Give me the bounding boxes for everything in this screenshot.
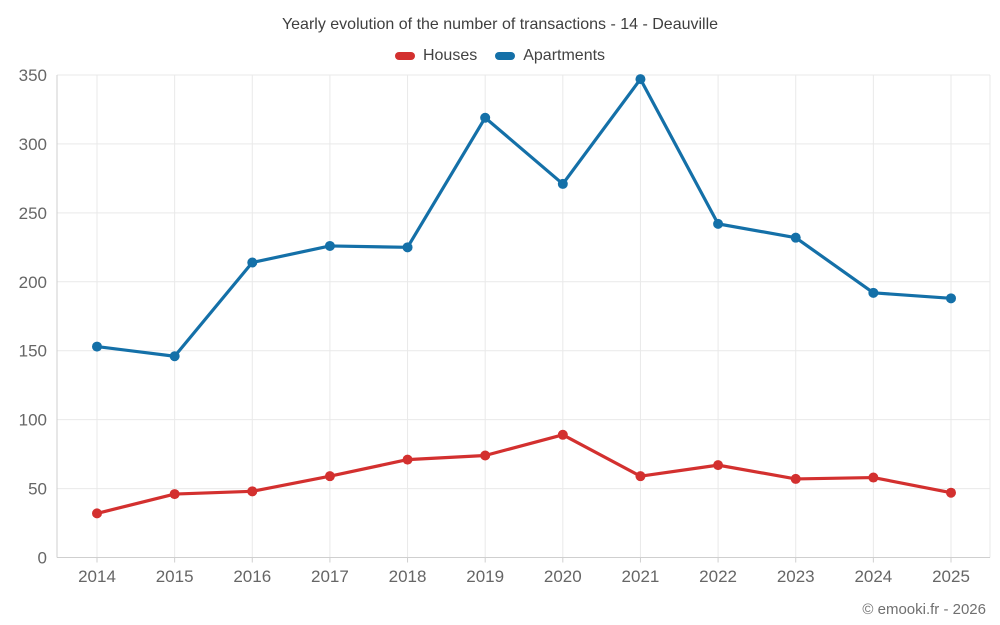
x-tick-label-2023: 2023 [777, 567, 815, 586]
apartments-point-2018[interactable] [402, 242, 413, 253]
apartments-point-2021[interactable] [635, 74, 646, 85]
x-tick-label-2016: 2016 [233, 567, 271, 586]
y-tick-label-350: 350 [19, 66, 47, 85]
footer-credit: © emooki.fr - 2026 [862, 601, 986, 618]
houses-point-2018[interactable] [402, 454, 413, 465]
houses-point-2021[interactable] [635, 471, 646, 482]
x-tick-label-2019: 2019 [466, 567, 504, 586]
apartments-point-2023[interactable] [790, 232, 801, 243]
houses-point-2025[interactable] [946, 487, 956, 498]
legend-item-houses[interactable]: Houses [394, 47, 478, 65]
apartments-point-2025[interactable] [946, 293, 956, 304]
apartments-point-2022[interactable] [713, 218, 724, 229]
legend-label: Apartments [523, 47, 606, 64]
x-tick-label-2021: 2021 [622, 567, 660, 586]
y-tick-label-100: 100 [19, 411, 47, 430]
houses-point-2020[interactable] [557, 429, 568, 440]
houses-point-2015[interactable] [169, 489, 180, 500]
apartments-point-2014[interactable] [92, 341, 102, 352]
x-tick-label-2014: 2014 [78, 567, 116, 586]
y-tick-label-300: 300 [19, 135, 47, 154]
x-tick-label-2022: 2022 [699, 567, 737, 586]
houses-line [95, 433, 953, 515]
legend-swatch-apartments [495, 52, 516, 60]
y-tick-label-50: 50 [28, 480, 47, 499]
apartments-point-2019[interactable] [480, 112, 491, 123]
legend-swatch-houses [394, 52, 415, 60]
y-tick-label-250: 250 [19, 204, 47, 223]
houses-point-2014[interactable] [92, 508, 102, 519]
y-tick-label-200: 200 [19, 273, 47, 292]
apartments-point-2024[interactable] [868, 287, 879, 298]
x-tick-label-2015: 2015 [156, 567, 194, 586]
houses-point-2022[interactable] [713, 460, 724, 471]
x-tick-label-2020: 2020 [544, 567, 582, 586]
houses-point-2016[interactable] [247, 486, 258, 497]
houses-point-2023[interactable] [790, 473, 801, 484]
apartments-point-2015[interactable] [169, 351, 180, 362]
x-tick-label-2018: 2018 [389, 567, 427, 586]
houses-point-2024[interactable] [868, 472, 879, 483]
apartments-point-2016[interactable] [247, 257, 258, 268]
y-tick-label-150: 150 [19, 342, 47, 361]
legend-item-apartments[interactable]: Apartments [495, 47, 605, 65]
chart-title: Yearly evolution of the number of transa… [281, 16, 719, 33]
x-tick-label-2017: 2017 [311, 567, 349, 586]
houses-point-2019[interactable] [480, 450, 491, 461]
houses-point-2017[interactable] [324, 471, 335, 482]
chart-legend: Houses Apartments [0, 47, 1000, 65]
apartments-point-2017[interactable] [324, 240, 335, 251]
x-tick-label-2025: 2025 [932, 567, 970, 586]
apartments-line [95, 77, 953, 358]
y-tick-label-0: 0 [38, 549, 47, 568]
apartments-point-2020[interactable] [557, 178, 568, 189]
x-tick-label-2024: 2024 [854, 567, 892, 586]
legend-label: Houses [422, 47, 478, 64]
